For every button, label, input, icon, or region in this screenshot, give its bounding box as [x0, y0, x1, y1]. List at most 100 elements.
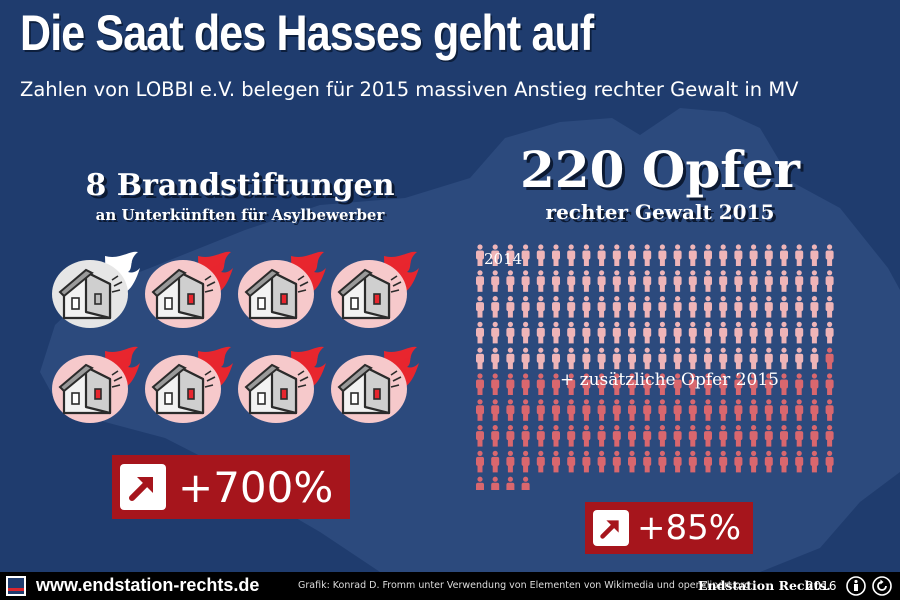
person-additional-icon	[506, 425, 515, 447]
person-2014-icon	[825, 244, 834, 266]
house-2014-icon	[50, 250, 140, 330]
person-2014-icon	[764, 347, 773, 370]
person-additional-icon	[567, 450, 576, 473]
person-additional-icon	[734, 399, 743, 421]
person-2014-icon	[597, 296, 606, 318]
person-2014-icon	[628, 321, 636, 344]
person-additional-icon	[536, 399, 545, 421]
person-2014-icon	[764, 321, 773, 344]
person-additional-icon	[476, 425, 484, 447]
person-additional-icon	[719, 373, 728, 395]
person-2014-icon	[810, 270, 819, 292]
arson-change-badge: +700%	[112, 455, 350, 519]
person-2014-icon	[658, 270, 667, 292]
person-2014-icon	[643, 270, 652, 292]
person-additional-icon	[658, 399, 667, 421]
person-2014-icon	[688, 244, 697, 266]
person-2014-icon	[734, 244, 743, 266]
arson-subline: an Unterkünften für Asylbewerber	[95, 206, 385, 224]
person-2014-icon	[491, 347, 500, 370]
person-2014-icon	[825, 321, 834, 344]
person-2014-icon	[643, 321, 652, 344]
person-2014-icon	[536, 296, 545, 318]
person-additional-icon	[825, 399, 834, 421]
cc-by-icon	[846, 576, 866, 596]
person-2014-icon	[704, 296, 712, 318]
footer-url-link[interactable]: www.endstation-rechts.de	[36, 575, 260, 595]
person-2014-icon	[810, 321, 819, 344]
person-additional-icon	[810, 425, 819, 447]
person-additional-icon	[476, 450, 484, 473]
person-2014-icon	[582, 321, 591, 344]
person-additional-icon	[673, 399, 682, 421]
person-2014-icon	[704, 321, 712, 344]
person-2014-icon	[658, 296, 667, 318]
person-additional-icon	[628, 399, 636, 421]
person-additional-icon	[825, 450, 834, 473]
person-2014-icon	[476, 321, 484, 344]
person-2014-icon	[536, 321, 545, 344]
burning-house-icon	[329, 250, 419, 330]
person-2014-icon	[688, 270, 697, 292]
person-2014-icon	[658, 347, 667, 370]
person-additional-icon	[506, 450, 515, 473]
person-additional-icon	[567, 373, 576, 395]
person-additional-icon	[612, 399, 621, 421]
person-2014-icon	[536, 347, 545, 370]
person-additional-icon	[688, 450, 697, 473]
person-2014-icon	[476, 244, 484, 266]
person-2014-icon	[612, 270, 621, 292]
person-2014-icon	[780, 321, 788, 344]
person-additional-icon	[780, 425, 788, 447]
page-title: Die Saat des Hasses geht auf	[20, 5, 594, 61]
person-2014-icon	[597, 347, 606, 370]
person-additional-icon	[795, 425, 804, 447]
person-2014-icon	[719, 270, 728, 292]
person-2014-icon	[552, 347, 560, 370]
person-additional-icon	[780, 373, 788, 395]
person-additional-icon	[673, 373, 682, 395]
person-2014-icon	[673, 321, 682, 344]
person-additional-icon	[658, 425, 667, 447]
person-additional-icon	[552, 450, 560, 473]
person-2014-icon	[567, 296, 576, 318]
person-2014-icon	[704, 244, 712, 266]
person-additional-icon	[521, 450, 530, 473]
person-additional-icon	[521, 425, 530, 447]
person-additional-icon	[810, 373, 819, 395]
person-2014-icon	[521, 244, 530, 266]
person-2014-icon	[764, 270, 773, 292]
person-additional-icon	[506, 373, 515, 395]
person-2014-icon	[719, 244, 728, 266]
person-2014-icon	[476, 296, 484, 318]
person-2014-icon	[825, 296, 834, 318]
person-2014-icon	[597, 321, 606, 344]
person-2014-icon	[673, 347, 682, 370]
victims-change-value: +85%	[637, 508, 742, 548]
person-2014-icon	[734, 296, 743, 318]
burning-houses-grid	[50, 250, 430, 430]
person-additional-icon	[536, 425, 545, 447]
person-2014-icon	[628, 347, 636, 370]
person-2014-icon	[795, 321, 804, 344]
person-2014-icon	[764, 244, 773, 266]
up-right-arrow-icon	[593, 510, 629, 546]
person-additional-icon	[628, 425, 636, 447]
person-2014-icon	[582, 296, 591, 318]
person-2014-icon	[749, 347, 758, 370]
person-additional-icon	[612, 373, 621, 395]
person-additional-icon	[734, 425, 743, 447]
person-2014-icon	[749, 244, 758, 266]
person-additional-icon	[825, 347, 834, 370]
person-2014-icon	[795, 270, 804, 292]
burning-house-icon	[236, 250, 326, 330]
person-additional-icon	[567, 425, 576, 447]
person-2014-icon	[491, 321, 500, 344]
person-2014-icon	[643, 296, 652, 318]
person-additional-icon	[506, 399, 515, 421]
person-additional-icon	[476, 399, 484, 421]
burning-house-icon	[143, 345, 233, 425]
person-additional-icon	[780, 450, 788, 473]
person-2014-icon	[506, 270, 515, 292]
